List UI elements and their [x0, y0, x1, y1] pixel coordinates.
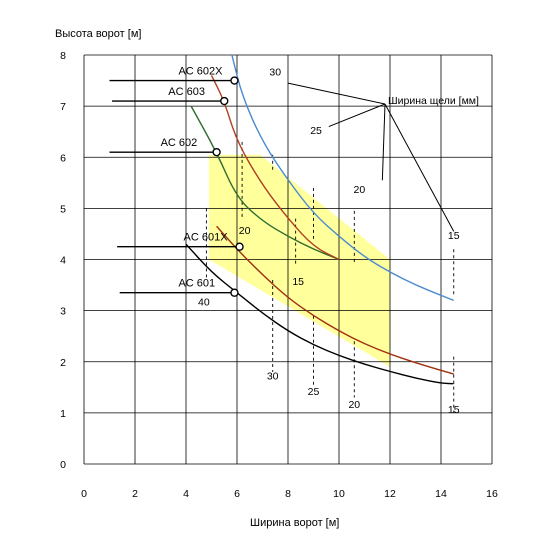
- slit-width-label: 15: [292, 276, 304, 288]
- x-axis-title: Ширина ворот [м]: [250, 517, 339, 529]
- model-label: AC 602X: [178, 66, 223, 78]
- model-marker-circle: [212, 147, 221, 157]
- slit-width-label: 40: [198, 297, 210, 309]
- slit-width-legend: Ширина щели [мм]: [388, 95, 479, 107]
- series-line-ac-603: [210, 75, 340, 261]
- slit-width-label: 20: [239, 225, 251, 237]
- y-tick-label: 5: [60, 203, 66, 215]
- slit-width-label: 30: [267, 371, 279, 383]
- series-line-ac-602x: [231, 54, 455, 302]
- model-label: AC 603: [168, 86, 205, 98]
- model-marker-circle: [230, 288, 239, 297]
- legend-leader-line: [328, 103, 386, 128]
- x-tick-label: 8: [285, 488, 291, 500]
- y-axis-title: Высота ворот [м]: [55, 28, 141, 40]
- slit-width-label: 20: [354, 184, 366, 196]
- model-marker-circle: [220, 96, 229, 106]
- model-label: AC 601: [178, 278, 215, 290]
- x-tick-label: 0: [81, 488, 87, 500]
- x-tick-label: 16: [486, 488, 498, 500]
- model-label: AC 601X: [184, 232, 229, 244]
- y-tick-label: 6: [60, 152, 66, 164]
- y-tick-label: 3: [60, 306, 66, 318]
- slit-width-label: 25: [308, 386, 320, 398]
- y-tick-label: 0: [60, 459, 66, 471]
- y-tick-label: 8: [60, 50, 66, 62]
- x-tick-label: 2: [132, 488, 138, 500]
- slit-width-label: 20: [348, 399, 360, 411]
- model-marker-circle: [230, 76, 239, 85]
- slit-width-label: 15: [448, 404, 460, 416]
- x-tick-label: 12: [384, 488, 396, 500]
- y-tick-label: 2: [60, 357, 66, 369]
- highlight-region: [208, 154, 390, 367]
- series-line-ac-601: [185, 243, 454, 385]
- x-tick-label: 6: [234, 488, 240, 500]
- series-line-ac-602: [190, 105, 340, 261]
- model-marker-circle: [235, 242, 244, 251]
- x-tick-label: 14: [435, 488, 447, 500]
- series-line-ac-601x: [216, 225, 454, 375]
- y-tick-label: 4: [60, 255, 66, 267]
- y-tick-label: 7: [60, 101, 66, 113]
- slit-width-label: 25: [310, 125, 322, 137]
- model-label: AC 602: [161, 137, 198, 149]
- legend-leader-line: [287, 82, 386, 105]
- x-tick-label: 4: [183, 488, 189, 500]
- x-tick-label: 10: [333, 488, 345, 500]
- y-tick-label: 1: [60, 408, 66, 420]
- legend-leader-line: [384, 103, 455, 232]
- legend-leader-line: [381, 103, 386, 181]
- slit-width-label: 30: [269, 66, 281, 78]
- slit-width-label: 15: [448, 230, 460, 242]
